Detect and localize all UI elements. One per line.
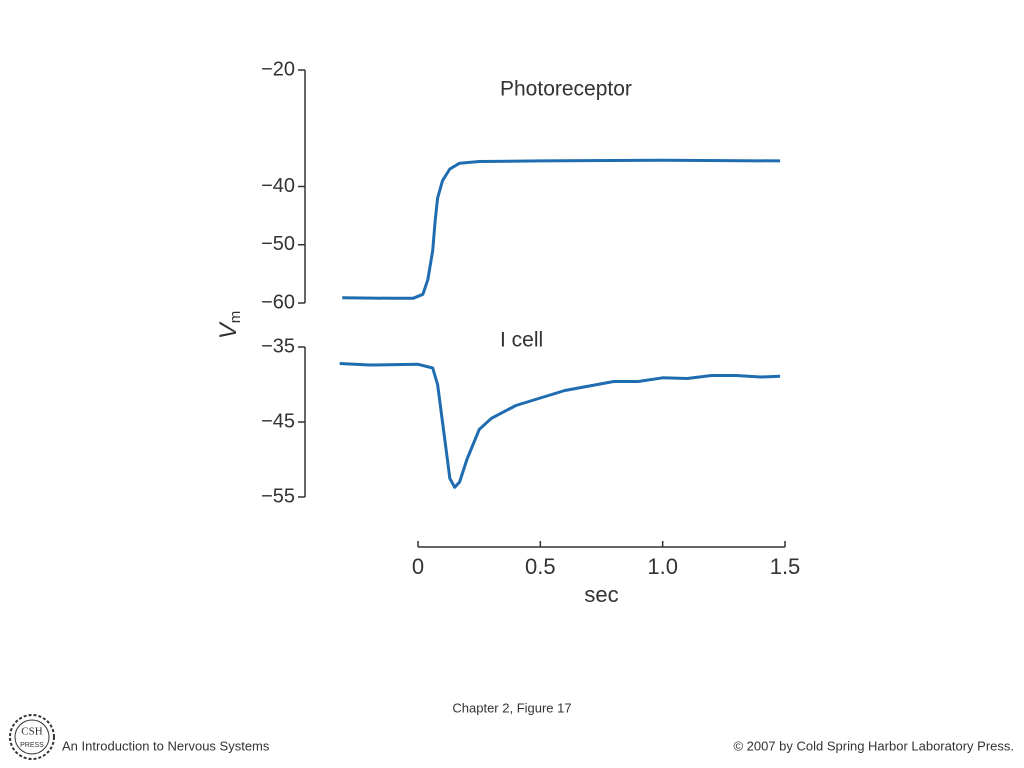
x-tick-label: 0: [412, 554, 424, 579]
data-line: [339, 362, 781, 489]
panel-title: I cell: [500, 329, 543, 352]
data-line: [342, 158, 781, 300]
caption: Chapter 2, Figure 17: [452, 700, 571, 715]
y-tick-label: −20: [261, 58, 295, 80]
y-tick-label: −50: [261, 233, 295, 255]
logo: CSH PRESS: [9, 714, 55, 760]
x-tick-label: 0.5: [525, 554, 556, 579]
y-tick-label: −35: [261, 335, 295, 357]
logo-bottom: PRESS: [20, 742, 44, 749]
y-tick-label: −55: [261, 485, 295, 507]
x-axis-label: sec: [584, 582, 618, 607]
x-tick-label: 1.5: [770, 554, 801, 579]
x-tick-label: 1.0: [647, 554, 678, 579]
logo-ring: [9, 714, 55, 760]
y-tick-label: −40: [261, 175, 295, 197]
y-tick-label: −60: [261, 291, 295, 313]
footer-left: An Introduction to Nervous Systems: [62, 738, 270, 753]
y-tick-label: −45: [261, 410, 295, 432]
panel-title: Photoreceptor: [500, 78, 632, 101]
y-axis-label: Vm: [215, 311, 244, 340]
logo-top: CSH: [21, 726, 42, 738]
y-label-symbol: V: [215, 321, 242, 339]
y-label-subscript: m: [227, 311, 244, 324]
logo-inner: [14, 719, 50, 755]
footer-right: © 2007 by Cold Spring Harbor Laboratory …: [733, 738, 1014, 753]
